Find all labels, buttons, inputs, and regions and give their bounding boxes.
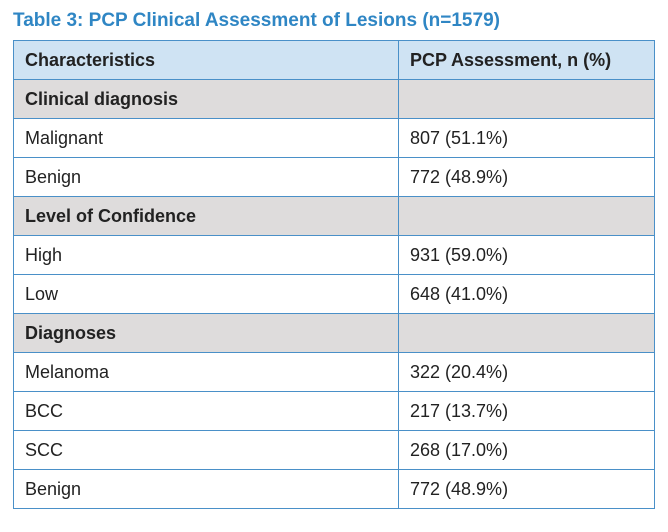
section-row-clinical-diagnosis: Clinical diagnosis <box>13 79 655 119</box>
row-value: 322 (20.4%) <box>398 352 655 392</box>
section-value <box>398 196 655 236</box>
row-value: 648 (41.0%) <box>398 274 655 314</box>
table-row: SCC 268 (17.0%) <box>13 430 655 470</box>
assessment-table: Characteristics PCP Assessment, n (%) Cl… <box>13 40 655 509</box>
column-header-pcp-assessment: PCP Assessment, n (%) <box>398 40 655 80</box>
section-row-level-of-confidence: Level of Confidence <box>13 196 655 236</box>
section-value <box>398 79 655 119</box>
section-label: Clinical diagnosis <box>13 79 399 119</box>
row-label: Low <box>13 274 399 314</box>
section-label: Diagnoses <box>13 313 399 353</box>
row-label: BCC <box>13 391 399 431</box>
row-value: 268 (17.0%) <box>398 430 655 470</box>
table-row: Malignant 807 (51.1%) <box>13 118 655 158</box>
row-label: Benign <box>13 469 399 509</box>
column-header-characteristics: Characteristics <box>13 40 399 80</box>
row-label: SCC <box>13 430 399 470</box>
table-title: Table 3: PCP Clinical Assessment of Lesi… <box>13 10 500 31</box>
table-header-row: Characteristics PCP Assessment, n (%) <box>13 40 655 80</box>
row-value: 217 (13.7%) <box>398 391 655 431</box>
row-value: 931 (59.0%) <box>398 235 655 275</box>
section-label: Level of Confidence <box>13 196 399 236</box>
table-row: BCC 217 (13.7%) <box>13 391 655 431</box>
row-label: Benign <box>13 157 399 197</box>
row-label: Malignant <box>13 118 399 158</box>
table-row: High 931 (59.0%) <box>13 235 655 275</box>
row-value: 807 (51.1%) <box>398 118 655 158</box>
table-row: Melanoma 322 (20.4%) <box>13 352 655 392</box>
row-label: High <box>13 235 399 275</box>
section-row-diagnoses: Diagnoses <box>13 313 655 353</box>
table-row: Low 648 (41.0%) <box>13 274 655 314</box>
table-row: Benign 772 (48.9%) <box>13 469 655 509</box>
row-label: Melanoma <box>13 352 399 392</box>
row-value: 772 (48.9%) <box>398 157 655 197</box>
section-value <box>398 313 655 353</box>
row-value: 772 (48.9%) <box>398 469 655 509</box>
table-row: Benign 772 (48.9%) <box>13 157 655 197</box>
